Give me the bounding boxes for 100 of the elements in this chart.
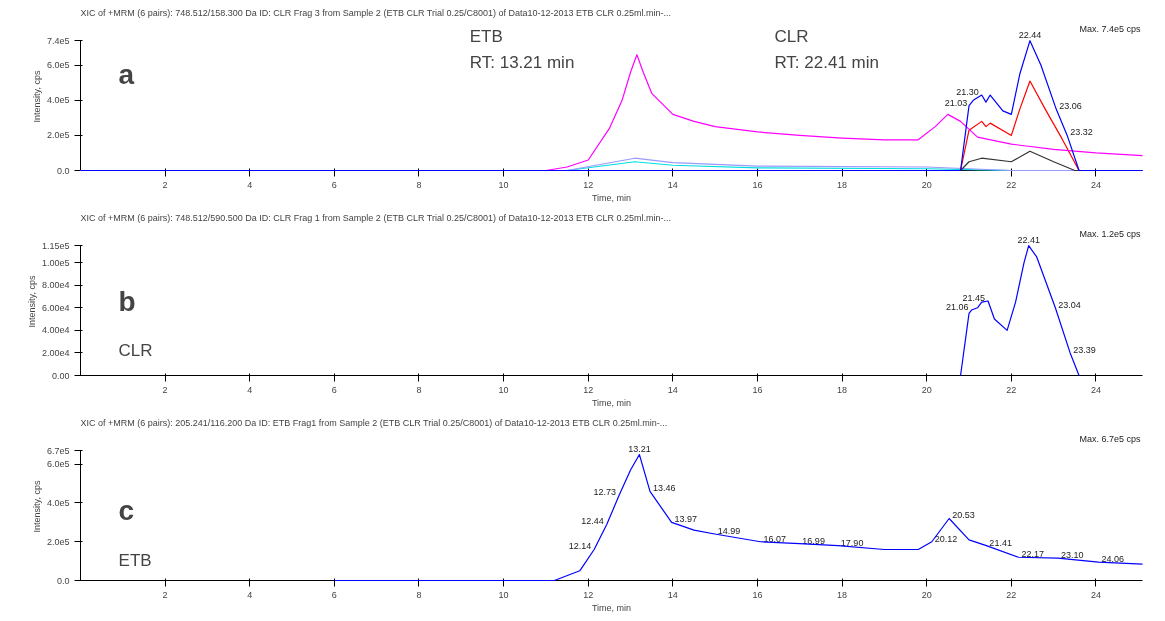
text: Max. 7.4e5 cps [1079,23,1141,34]
x-axis-title: Time, min [591,602,632,613]
x-tick-label: 20 [921,179,932,190]
y-tick-label: 2.0e5 [46,130,70,141]
x-tick-label: 2 [162,589,168,600]
y-tick-label: 4.0e5 [46,497,70,508]
x-tick-label: 2 [162,179,168,190]
x-tick-label: 2 [162,384,168,395]
annotation: b [118,286,136,318]
x-tick-label: 24 [1090,589,1101,600]
chart-title: XIC of +MRM (6 pairs): 748.512/590.500 Da ID: CLR Frag 1 from Sample 2 (ETB CLR Trial 0.25/C8001) of Data10-12-2013 ETB CLR 0.25ml.min-... [80,212,672,223]
x-tick-label: 12 [583,179,594,190]
annotation: 12.44 [581,516,604,527]
x-tick-label: 18 [837,179,848,190]
x-tick-label: 4 [247,384,253,395]
x-tick-label: 16 [752,384,763,395]
annotation: 23.10 [1060,550,1084,561]
chart-title: XIC of +MRM (6 pairs): 205.241/116.200 Da ID: ETB Frag1 from Sample 2 (ETB CLR Trial 0.25/C8001) of Data10-12-2013 ETB CLR 0.25ml.min-... [80,417,668,428]
x-tick-label: 10 [498,589,509,600]
annotation: 21.06 [946,302,969,313]
y-tick-label: 2.0e5 [46,536,70,547]
x-axis-title: Time, min [591,192,632,203]
annotation: 23.39 [1073,344,1096,355]
annotation: 13.46 [653,483,676,494]
y-tick-label: 1.00e5 [41,257,70,268]
x-tick-label: 14 [667,179,678,190]
annotation: a [118,59,135,91]
x-tick-label: 20 [921,589,932,600]
x-tick-label: 12 [583,384,594,395]
text: Max. 6.7e5 cps [1079,433,1141,444]
x-tick-label: 14 [667,589,678,600]
annotation: 20.53 [952,510,975,521]
y-tick-label: 8.00e4 [41,280,70,291]
annotation: 21.30 [956,87,979,98]
x-tick-label: 6 [331,179,337,190]
x-tick-label: 12 [583,589,594,600]
annotation: 16.07 [763,533,786,544]
annotation: 17.90 [840,537,864,548]
y-tick-label: 4.00e4 [41,325,70,336]
annotation: 13.97 [674,514,698,525]
y-tick-label: 2.00e4 [41,347,70,358]
annotation: 23.06 [1059,101,1082,112]
annotation: 12.14 [568,541,592,552]
x-tick-label: 22 [1006,179,1017,190]
annotation: CLR [118,340,153,360]
x-tick-label: 18 [837,589,848,600]
x-tick-label: 24 [1090,179,1101,190]
annotation: 21.41 [989,537,1012,548]
annotation: 24.06 [1101,554,1125,565]
x-tick-label: 24 [1090,384,1101,395]
x-tick-label: 4 [247,179,253,190]
y-tick-label: 0.00 [51,370,70,381]
x-tick-label: 10 [498,384,509,395]
annotation: 14.99 [717,526,741,536]
x-tick-label: 6 [331,384,337,395]
y-tick-label: 1.15e5 [41,240,70,251]
x-tick-label: 6 [331,589,337,600]
annotation: 16.99 [802,535,825,546]
annotation: CLR [774,26,809,46]
y-tick-label: 6.00e4 [41,302,70,313]
y-tick-label: 4.0e5 [46,95,70,106]
x-tick-label: 22 [1006,589,1017,600]
x-axis-title: Time, min [591,397,632,408]
annotation: 23.04 [1058,299,1081,310]
x-tick-label: 14 [667,384,678,395]
x-tick-label: 8 [416,589,422,600]
x-tick-label: 8 [416,384,422,395]
annotation: 13.21 [628,443,651,454]
y-tick-label: 0.0 [56,165,70,176]
annotation: 21.45 [962,292,986,303]
y-axis-title: Intensity, cps [26,275,37,328]
x-tick-label: 4 [247,589,253,600]
y-axis-title: Intensity, cps [31,480,42,533]
line-series [333,453,1144,582]
annotation: ETB [118,551,152,571]
x-tick-label: 8 [416,179,422,190]
x-tick-label: 10 [498,179,509,190]
annotation: ETB [469,26,503,46]
x-tick-label: 22 [1006,384,1017,395]
y-tick-label: 6.0e5 [46,60,70,71]
annotation: 21.03 [944,97,968,108]
chart-title: XIC of +MRM (6 pairs): 748.512/158.300 Da ID: CLR Frag 3 from Sample 2 (ETB CLR Trial 0.25/C8001) of Data10-12-2013 ETB CLR 0.25ml.min-... [80,7,672,18]
y-tick-label: 6.7e5 [46,445,70,456]
x-tick-label: 18 [837,384,848,395]
annotation: 20.12 [934,533,958,544]
annotation: 22.44 [1018,29,1042,40]
annotation: RT: 13.21 min [469,52,575,72]
annotation: 22.41 [1017,234,1040,245]
text: Max. 1.2e5 cps [1079,228,1141,239]
y-tick-label: 7.4e5 [46,35,70,46]
annotation: c [118,494,135,526]
y-tick-label: 0.0 [56,575,70,586]
x-tick-label: 20 [921,384,932,395]
annotation: 22.17 [1021,549,1045,560]
y-axis-title: Intensity, cps [31,70,42,123]
annotation: RT: 22.41 min [774,52,879,72]
annotation: 23.32 [1070,127,1093,138]
y-tick-label: 6.0e5 [46,459,70,470]
x-tick-label: 16 [752,589,763,600]
annotation: 12.73 [593,487,617,498]
